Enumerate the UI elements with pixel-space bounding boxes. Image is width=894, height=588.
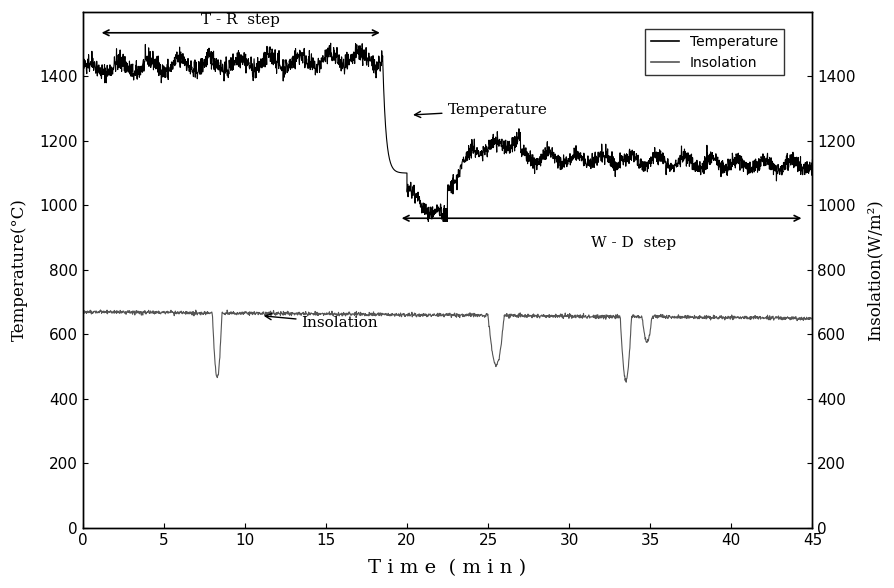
Legend: Temperature, Insolation: Temperature, Insolation <box>645 29 783 75</box>
Text: W - D  step: W - D step <box>591 236 676 250</box>
Y-axis label: Temperature(°C): Temperature(°C) <box>11 198 28 341</box>
Y-axis label: Insolation(W/m²): Insolation(W/m²) <box>866 199 883 340</box>
Text: T - R  step: T - R step <box>201 13 280 27</box>
Text: Insolation: Insolation <box>265 313 378 330</box>
Text: Temperature: Temperature <box>414 103 547 118</box>
X-axis label: T i m e  ( m i n ): T i m e ( m i n ) <box>368 559 526 577</box>
